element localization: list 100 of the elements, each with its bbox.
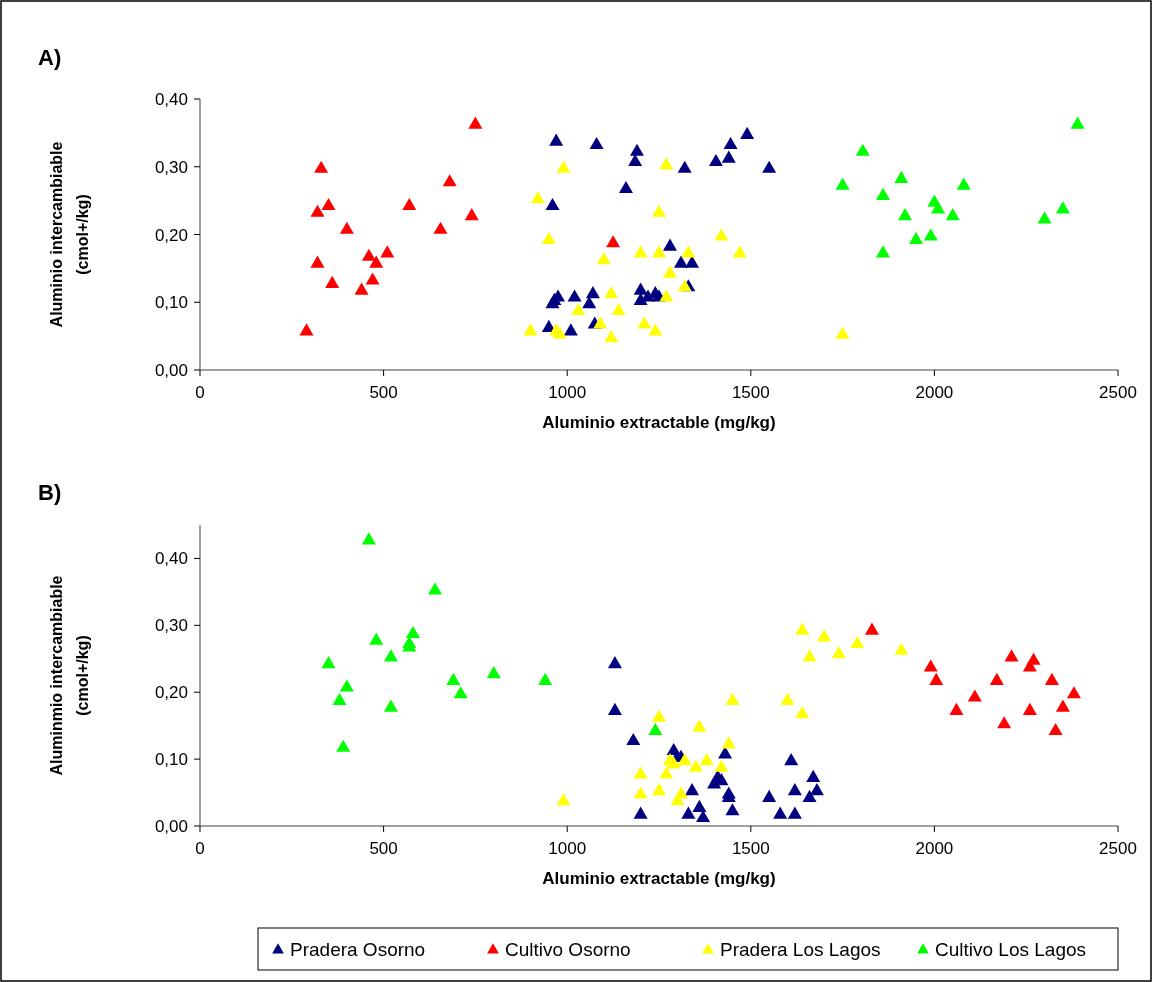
point	[383, 649, 398, 662]
point	[339, 679, 354, 692]
point	[732, 245, 747, 258]
y-tick-label: 0,10	[154, 293, 188, 313]
point	[688, 759, 703, 772]
point	[663, 265, 678, 278]
point	[835, 177, 850, 190]
point	[652, 783, 667, 796]
y-tick-label: 0,40	[154, 90, 188, 109]
chart-title: A)	[38, 45, 62, 70]
point	[898, 208, 913, 221]
point	[1022, 702, 1037, 715]
point	[894, 642, 909, 655]
point	[1048, 722, 1063, 736]
point	[380, 245, 395, 258]
point	[486, 666, 501, 679]
point	[545, 197, 560, 211]
point	[1044, 672, 1059, 685]
x-tick-label: 500	[369, 839, 398, 858]
point	[567, 289, 582, 302]
point	[714, 759, 729, 772]
point	[332, 692, 347, 705]
point	[606, 235, 621, 248]
y-tick-label: 0,30	[154, 616, 188, 636]
point	[1037, 211, 1052, 224]
point	[806, 769, 821, 782]
point	[659, 766, 674, 779]
point	[677, 279, 692, 292]
point	[556, 793, 571, 806]
x-axis-title: Aluminio extractable (mg/kg)	[542, 413, 776, 432]
point	[723, 136, 738, 150]
point	[909, 231, 924, 244]
point	[593, 316, 608, 329]
y-axis-title: Aluminio intercambiable (cmol+/kg)	[48, 141, 91, 328]
legend-label: Pradera Los Lagos	[720, 939, 881, 960]
point	[787, 806, 802, 819]
point	[725, 803, 740, 816]
point	[618, 180, 633, 194]
point	[433, 221, 448, 234]
point	[850, 635, 865, 649]
point	[681, 245, 696, 258]
point	[795, 706, 810, 719]
point	[637, 316, 652, 329]
point	[945, 208, 960, 221]
point	[310, 255, 325, 268]
point	[652, 204, 667, 217]
point	[721, 150, 736, 163]
point	[361, 532, 376, 545]
point	[428, 582, 443, 595]
point	[864, 622, 879, 635]
point	[809, 783, 824, 796]
point	[721, 736, 736, 749]
point	[523, 323, 538, 336]
point	[446, 672, 461, 685]
x-tick-label: 0	[195, 383, 205, 402]
point	[530, 191, 545, 204]
point	[585, 286, 600, 299]
x-tick-label: 2500	[1099, 383, 1137, 402]
x-tick-label: 0	[195, 839, 205, 858]
point	[402, 197, 417, 211]
point	[541, 231, 556, 244]
point	[563, 323, 578, 336]
point	[383, 699, 398, 712]
point	[1055, 201, 1070, 214]
point	[802, 649, 817, 662]
point	[648, 722, 663, 736]
point	[795, 622, 810, 635]
point	[762, 160, 777, 173]
point	[931, 201, 946, 214]
point	[831, 646, 846, 659]
point	[677, 160, 692, 173]
point	[923, 228, 938, 241]
point	[929, 672, 944, 685]
point	[875, 187, 890, 200]
point	[997, 716, 1012, 729]
legend-label: Pradera Osorno	[290, 939, 426, 960]
point	[762, 789, 777, 802]
point	[365, 272, 380, 285]
point	[604, 330, 619, 343]
point	[633, 282, 648, 295]
point	[740, 126, 755, 139]
point	[923, 659, 938, 672]
point	[1004, 649, 1019, 662]
x-tick-label: 2000	[915, 839, 954, 858]
y-tick-label: 0,20	[154, 225, 188, 245]
point	[604, 286, 619, 299]
x-tick-label: 2000	[915, 383, 954, 402]
x-axis-title: Aluminio extractable (mg/kg)	[542, 869, 776, 888]
point	[361, 248, 376, 261]
point	[611, 302, 626, 316]
point	[894, 170, 909, 183]
point	[652, 709, 667, 722]
point	[802, 789, 817, 802]
point	[1066, 686, 1081, 699]
point	[339, 221, 354, 234]
x-tick-label: 1500	[731, 839, 770, 858]
point	[354, 282, 369, 295]
point	[571, 302, 586, 316]
point	[648, 323, 663, 336]
point	[321, 656, 336, 669]
